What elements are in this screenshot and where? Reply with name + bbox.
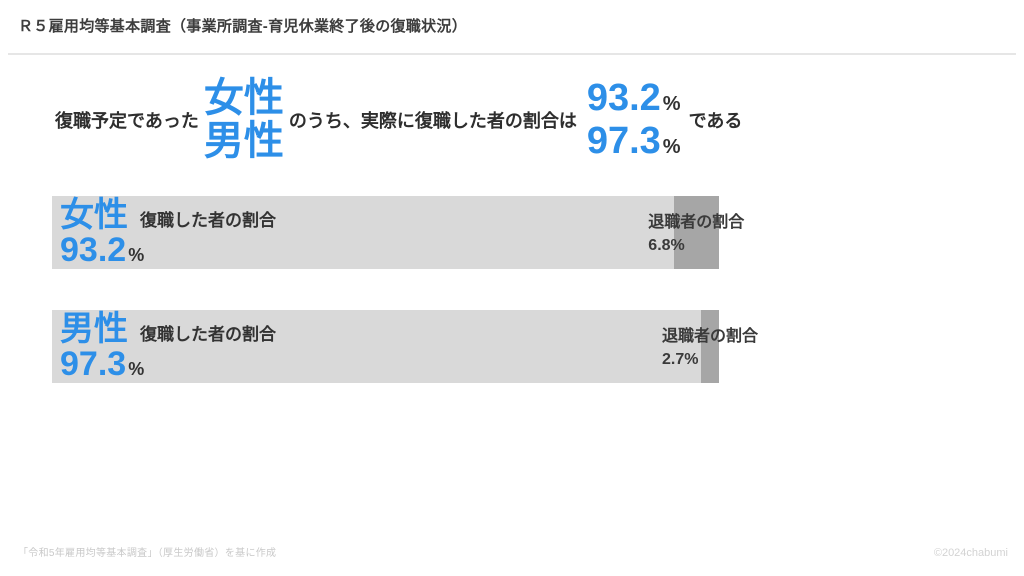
statement-gender-stack: 女性 男性 — [203, 75, 284, 163]
page-title: Ｒ５雇用均等基本調査（事業所調査-育児休業終了後の復職状況） — [18, 18, 467, 35]
statement-value-male-number: 97.3 — [586, 120, 661, 162]
statement-prefix: 復職予定であった — [55, 111, 199, 131]
bar-female-value-unit: % — [128, 245, 145, 265]
statement-middle: のうち、実際に復職した者の割合は — [288, 111, 577, 131]
bar-male-content: 男性 復職した者の割合 97.3 % — [60, 310, 276, 383]
statement-gender-female: 女性 — [203, 75, 284, 120]
bar-male-retired-label-value: 2.7% — [661, 350, 699, 368]
statement-value-stack: 93.2 % 97.3 % — [587, 79, 681, 161]
watermark: ©2024chabumi — [933, 547, 1008, 559]
bar-female-retired-label-value: 6.8% — [648, 236, 685, 254]
statement-value-male: 97.3 % — [587, 122, 681, 161]
statement-value-male-unit: % — [662, 136, 681, 158]
bar-female-retired-label: 退職者の割合 6.8% — [648, 211, 744, 257]
headline-statement: 復職予定であった 女性 男性 のうち、実際に復職した者の割合は 93.2 % 9… — [55, 74, 742, 166]
bar-female-content: 女性 復職した者の割合 93.2 % — [60, 196, 276, 269]
statement-gender-male: 男性 — [203, 119, 284, 163]
bar-male-gender-label: 男性 — [60, 310, 128, 348]
bar-male-retired-segment — [701, 310, 719, 383]
bar-female-header: 女性 復職した者の割合 — [60, 198, 276, 232]
source-note: 「令和5年雇用均等基本調査」（厚生労働省）を基に作成 — [18, 548, 277, 559]
bar-male: 男性 復職した者の割合 97.3 % 退職者の割合 2.7% — [52, 310, 758, 383]
bar-female-retired-label-text: 退職者の割合 — [648, 213, 745, 231]
bar-male-series-label: 復職した者の割合 — [140, 325, 276, 344]
bar-female-value-number: 93.2 — [60, 231, 127, 269]
statement-value-female: 93.2 % — [587, 79, 681, 118]
bar-male-value-unit: % — [128, 359, 145, 379]
bar-female-series-label: 復職した者の割合 — [140, 211, 276, 230]
bar-female-gender-label: 女性 — [60, 196, 128, 234]
statement-suffix: である — [688, 111, 743, 131]
header-divider — [8, 53, 1016, 55]
bar-male-header: 男性 復職した者の割合 — [60, 312, 276, 346]
bar-male-value: 97.3 % — [60, 347, 276, 381]
bar-female-retired-segment — [673, 196, 719, 269]
bar-male-retired-label: 退職者の割合 2.7% — [662, 325, 758, 371]
statement-value-female-unit: % — [662, 93, 681, 116]
bar-male-retired-label-text: 退職者の割合 — [661, 327, 758, 345]
bar-male-value-number: 97.3 — [60, 345, 127, 383]
bar-female-value: 93.2 % — [60, 233, 276, 267]
bar-female: 女性 復職した者の割合 93.2 % 退職者の割合 6.8% — [52, 196, 744, 269]
statement-value-female-number: 93.2 — [586, 77, 661, 120]
